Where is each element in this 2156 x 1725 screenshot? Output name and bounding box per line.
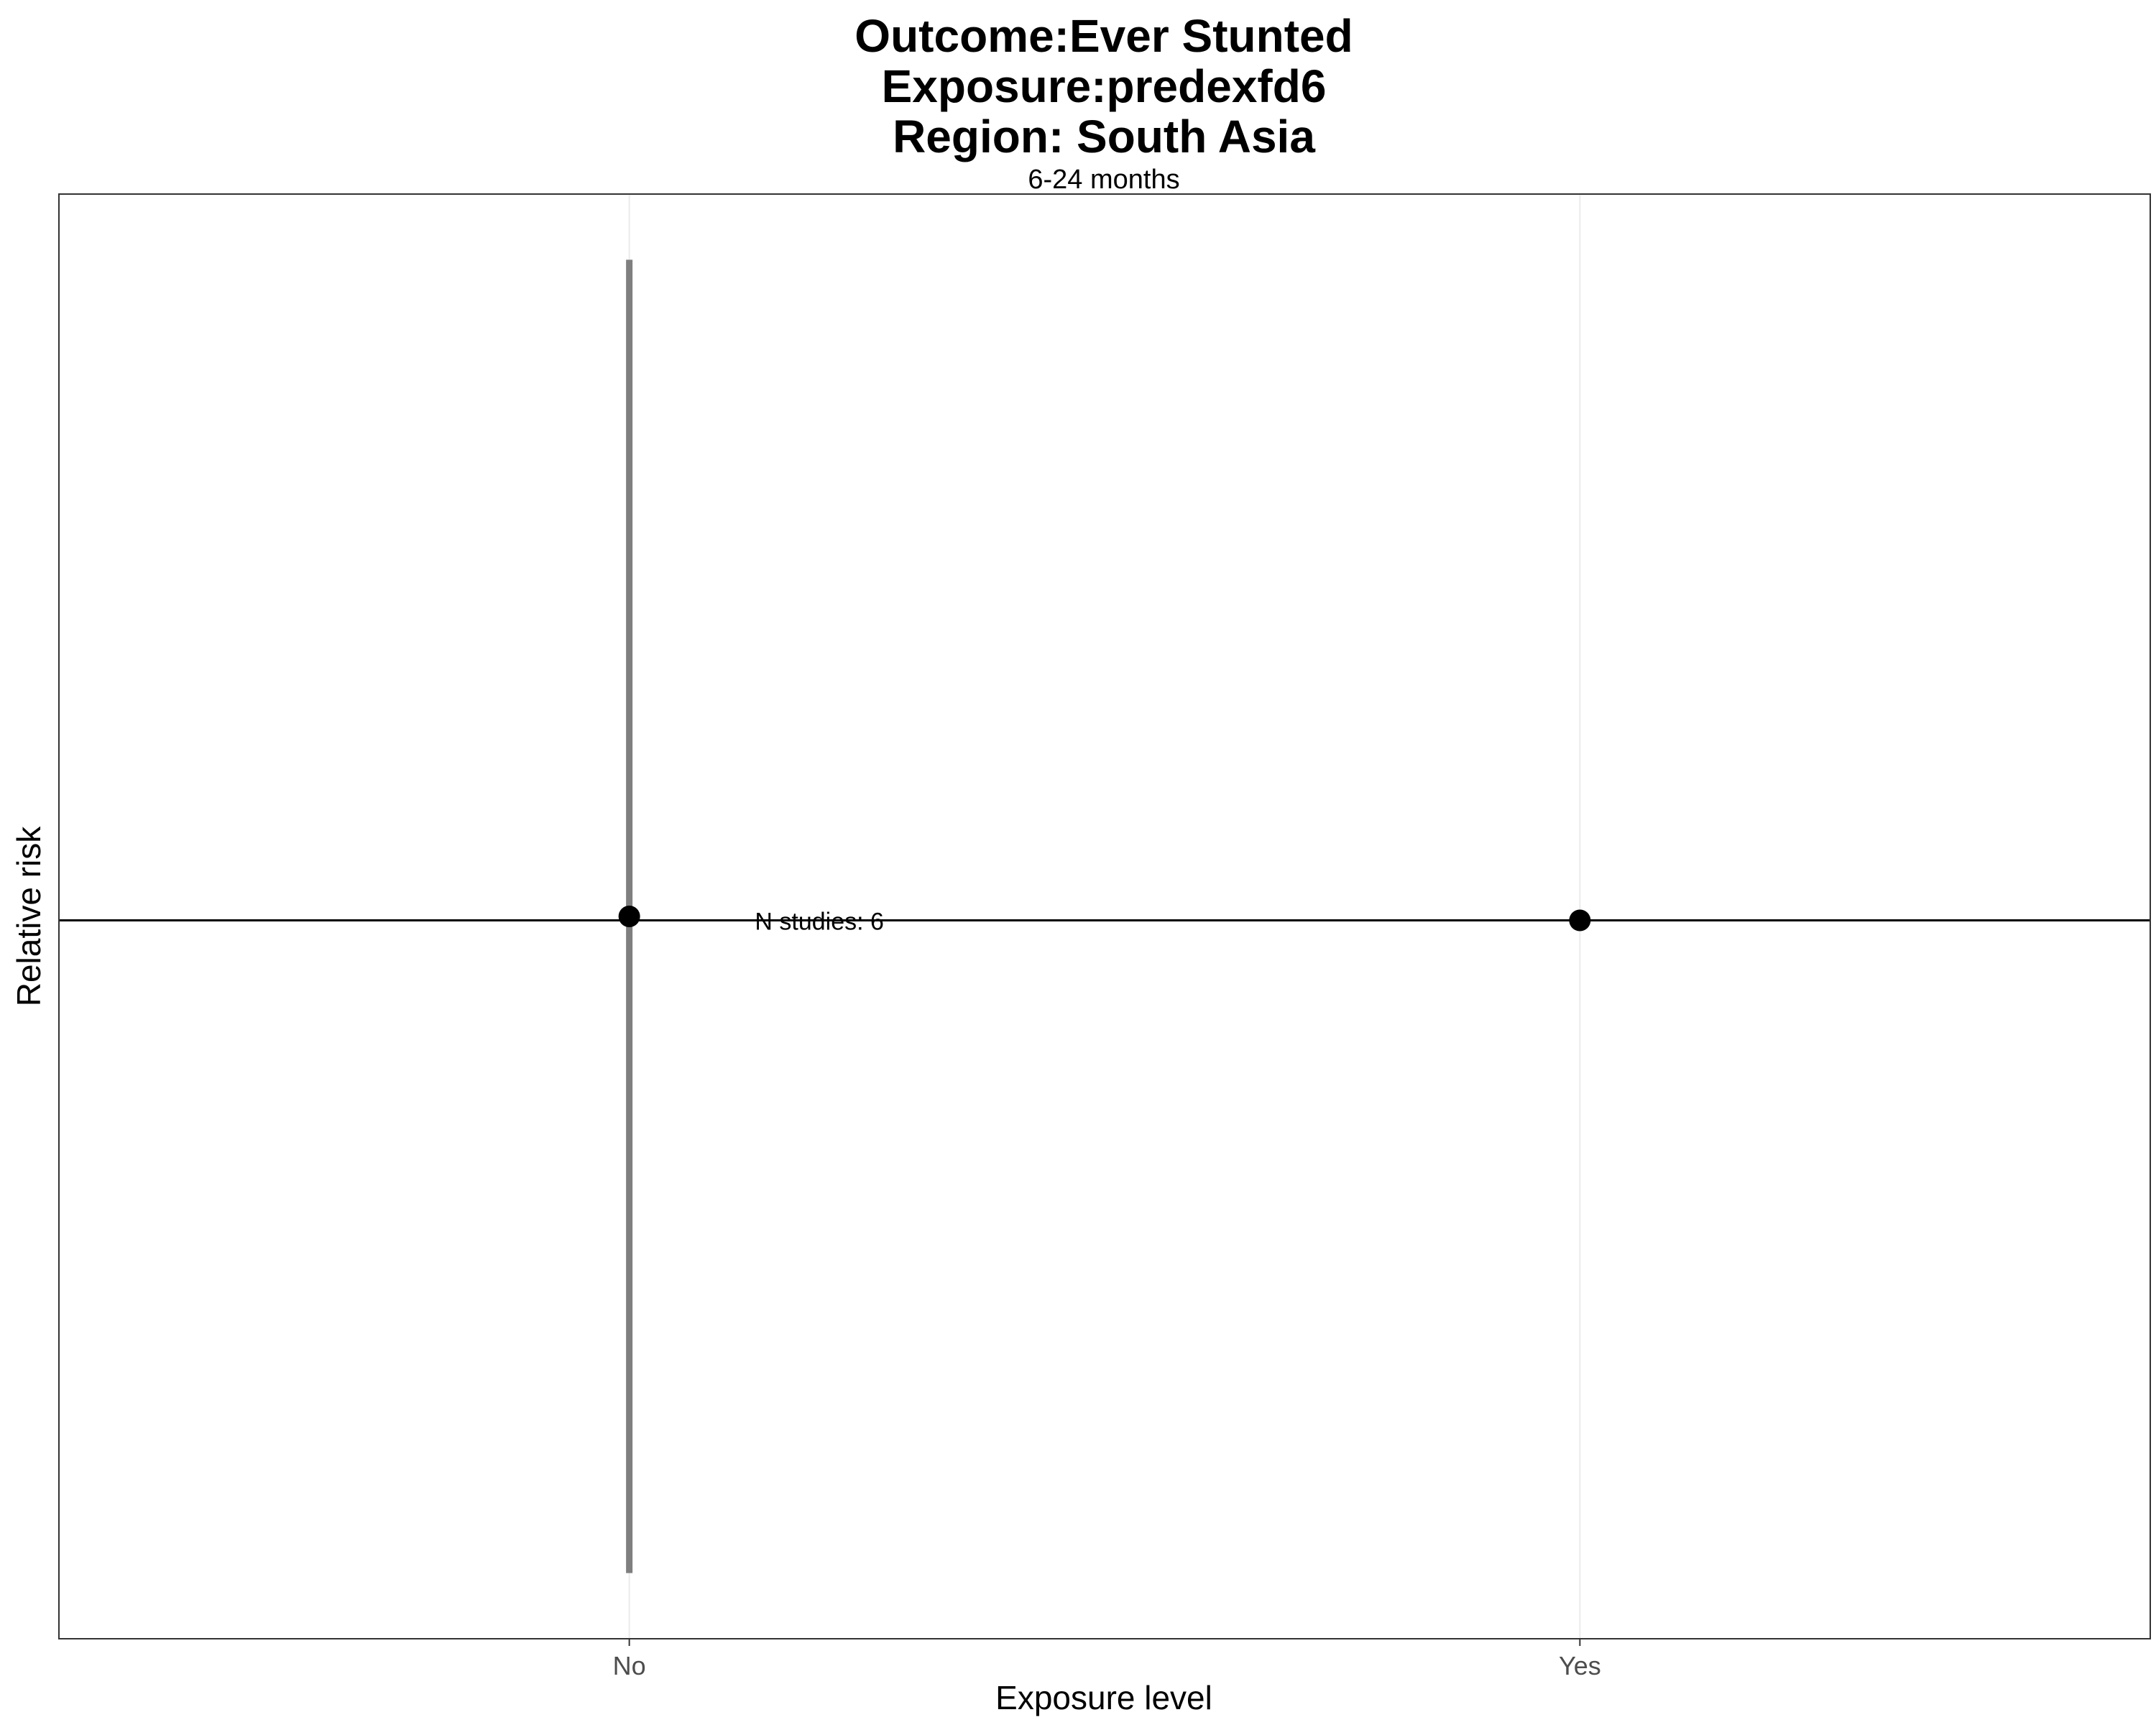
x-axis-ticks: No Yes: [613, 1639, 1601, 1680]
chart-title-line-3: Region: South Asia: [893, 111, 1315, 162]
facet-label: 6-24 months: [1028, 165, 1179, 195]
chart-title-line-1: Outcome:Ever Stunted: [854, 10, 1353, 62]
chart-title-line-2: Exposure:predexfd6: [882, 60, 1327, 112]
point-yes: [1569, 909, 1591, 932]
data-marks: N studies: 6: [618, 259, 1591, 1573]
panel-border: [58, 193, 2151, 1639]
y-axis-title: Relative risk: [10, 826, 47, 1007]
x-tick-label-no: No: [613, 1651, 646, 1680]
x-tick-label-yes: Yes: [1559, 1651, 1601, 1680]
n-studies-annotation: N studies: 6: [755, 908, 884, 935]
x-axis-title: Exposure level: [995, 1679, 1212, 1716]
point-no: [618, 906, 640, 927]
